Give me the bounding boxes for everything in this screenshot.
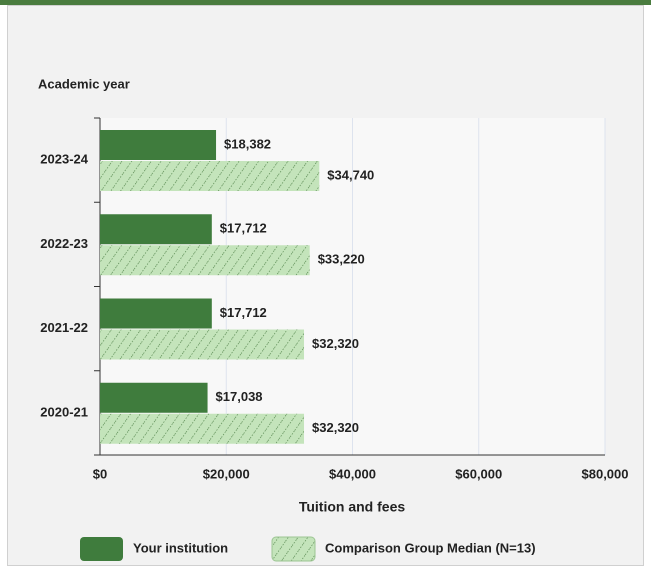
y-tick-label: 2021-22	[40, 320, 88, 335]
bar	[100, 413, 305, 444]
bar	[100, 382, 208, 413]
data-label: $32,320	[312, 420, 359, 435]
data-label: $17,712	[220, 305, 267, 320]
top-bar	[0, 0, 651, 5]
y-tick-label: 2020-21	[40, 404, 88, 419]
y-tick-label: 2023-24	[40, 152, 88, 167]
bar	[100, 161, 320, 191]
legend-label: Your institution	[133, 540, 228, 555]
data-label: $17,712	[220, 221, 267, 236]
x-tick-label: $80,000	[582, 466, 629, 481]
bar	[100, 298, 212, 329]
x-tick-label: $0	[93, 466, 107, 481]
x-tick-label: $40,000	[329, 466, 376, 481]
legend-label: Comparison Group Median (N=13)	[325, 540, 536, 555]
bar	[100, 329, 305, 360]
y-axis-title: Academic year	[38, 76, 130, 91]
data-label: $32,320	[312, 336, 359, 351]
bar	[100, 245, 310, 276]
bar	[100, 214, 212, 245]
x-tick-label: $20,000	[203, 466, 250, 481]
data-label: $34,740	[327, 167, 374, 182]
legend-swatch	[271, 536, 316, 562]
data-label: $18,382	[224, 136, 271, 151]
x-axis-title: Tuition and fees	[299, 499, 406, 515]
bar	[100, 130, 217, 160]
y-tick-label: 2022-23	[40, 236, 88, 251]
data-label: $17,038	[216, 389, 263, 404]
x-tick-label: $60,000	[455, 466, 502, 481]
legend-swatch	[80, 537, 123, 561]
data-label: $33,220	[318, 252, 365, 267]
